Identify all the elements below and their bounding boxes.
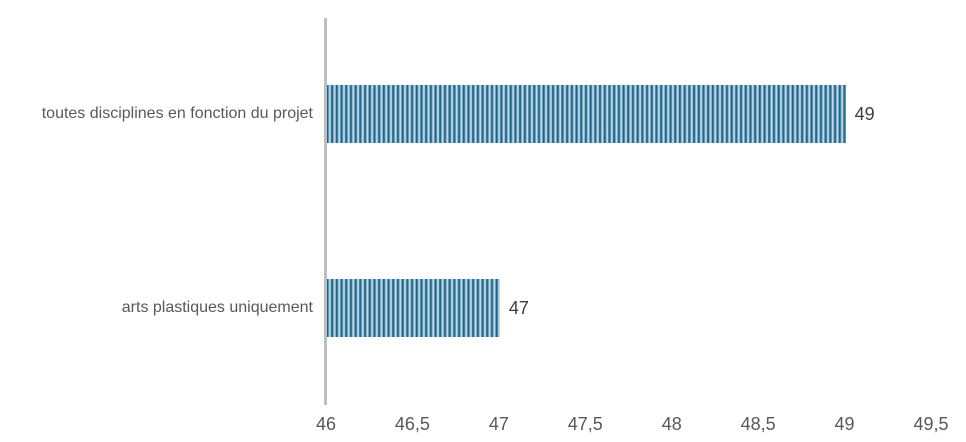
x-axis-tick-label: 47,5 <box>567 414 603 434</box>
x-axis-tick-label: 49 <box>834 414 855 434</box>
bar-toutes-disciplines <box>327 85 846 143</box>
data-label-toutes-disciplines: 49 <box>854 104 875 124</box>
x-axis-tick-label: 47 <box>488 414 509 434</box>
x-axis-tick-label: 46 <box>315 414 337 434</box>
y-axis-line <box>324 18 327 405</box>
x-axis-tick-label: 48 <box>661 414 682 434</box>
category-label-arts-plastiques: arts plastiques uniquement <box>121 299 313 316</box>
bar-arts-plastiques <box>327 279 500 337</box>
x-axis-tick-label: 46,5 <box>394 414 430 434</box>
data-label-arts-plastiques: 47 <box>508 298 529 318</box>
category-label-toutes-disciplines: toutes disciplines en fonction du projet <box>41 105 313 122</box>
x-axis-tick-label: 48,5 <box>740 414 776 434</box>
x-axis-tick-label: 49,5 <box>913 414 949 434</box>
